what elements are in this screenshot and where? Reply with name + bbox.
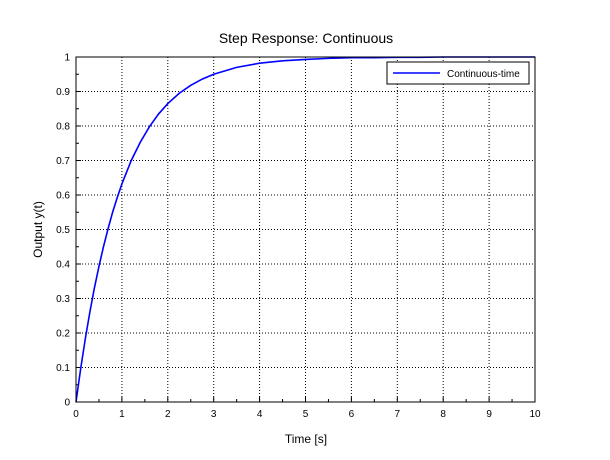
x-tick-label: 0: [73, 409, 79, 420]
plot-area: [75, 56, 536, 403]
x-axis-label: Time [s]: [285, 432, 327, 446]
x-tick-label: 8: [440, 409, 446, 420]
legend-box: [386, 61, 530, 85]
y-tick-label: 0.9: [56, 87, 70, 98]
x-tick-label: 6: [349, 409, 355, 420]
y-tick-label: 0.2: [56, 329, 70, 340]
legend: Continuous-time: [386, 61, 530, 85]
x-tick-label: 3: [211, 409, 217, 420]
y-tick-label: 0.7: [56, 156, 70, 167]
chart-title: Step Response: Continuous: [219, 30, 393, 46]
x-tick-label: 4: [257, 409, 263, 420]
y-tick-label: 0.3: [56, 294, 70, 305]
y-tick-label: 0.8: [56, 122, 70, 133]
y-tick-label: 0.4: [56, 260, 70, 271]
x-tick-label: 1: [119, 409, 125, 420]
y-tick-label: 0.1: [56, 363, 70, 374]
y-tick-label: 0.6: [56, 191, 70, 202]
x-tick-label: 7: [395, 409, 401, 420]
x-tick-label: 9: [486, 409, 492, 420]
y-axis-label: Output y(t): [31, 201, 45, 258]
y-tick-label: 0: [64, 398, 70, 409]
legend-entry-continuous-time: Continuous-time: [447, 69, 520, 80]
x-gridlines: [121, 57, 490, 402]
x-tick-labels: 0 1 2 3 4 5 6 7 8 9 10: [73, 409, 541, 420]
plot-frame: [75, 56, 536, 403]
x-tick-label: 2: [165, 409, 171, 420]
x-tick-label: 10: [529, 409, 541, 420]
y-tick-label: 0.5: [56, 225, 70, 236]
y-tick-label: 1: [64, 53, 70, 64]
y-tick-labels: 0 0.1 0.2 0.3 0.4 0.5 0.6 0.7 0.8 0.9 1: [56, 53, 70, 409]
x-tick-label: 5: [303, 409, 309, 420]
